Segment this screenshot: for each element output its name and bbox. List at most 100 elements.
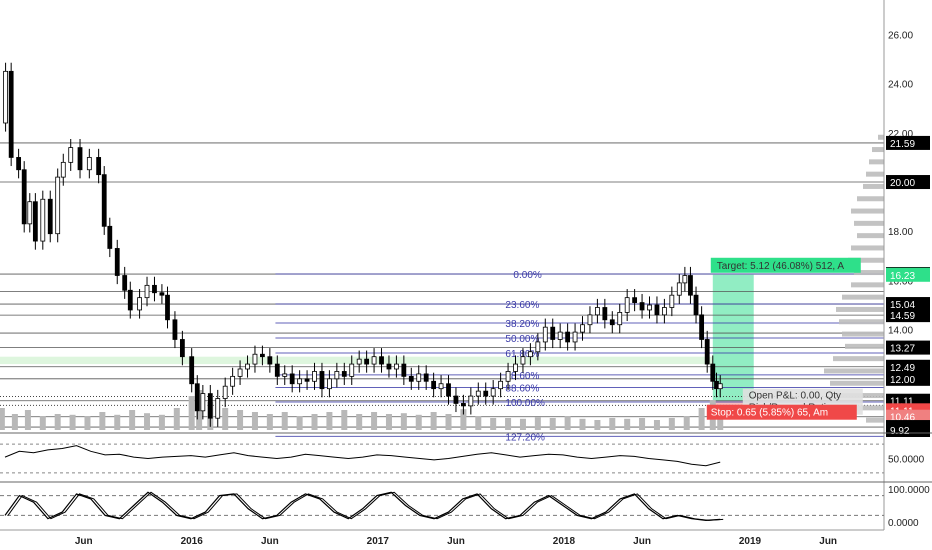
candle-body <box>252 353 258 365</box>
price-badge <box>886 135 930 150</box>
volume-profile-bar <box>851 282 884 288</box>
candle-body <box>423 373 429 382</box>
volume-bar <box>475 416 482 430</box>
price-badge <box>886 175 930 190</box>
candle-body <box>483 390 489 397</box>
target-label: Target: 5.12 (46.08%) 512, A <box>717 261 845 272</box>
volume-profile-bar <box>842 294 884 300</box>
volume-profile-bar <box>836 306 884 312</box>
volume-bar <box>519 418 526 430</box>
candle-body <box>319 371 325 390</box>
candle-body <box>557 331 563 340</box>
candle-body <box>179 339 185 358</box>
price-badge-label: 14.59 <box>890 311 915 322</box>
stoch-upper-label: 100.0000 <box>888 485 930 496</box>
candle-body <box>137 297 142 311</box>
volume-profile-bar <box>845 343 884 349</box>
fib-label: 0.00% <box>513 270 541 281</box>
candle-body <box>341 371 347 377</box>
volume-bar <box>99 412 106 430</box>
fib-label: 50.00% <box>505 334 539 345</box>
volume-profile-bar <box>851 405 884 411</box>
volume-bar <box>129 410 136 430</box>
candle-body <box>189 356 195 385</box>
volume-bar <box>430 412 437 430</box>
time-tick-label: Jun <box>633 536 651 547</box>
candle-body <box>172 319 178 340</box>
volume-bar <box>653 420 660 430</box>
volume-profile-bar <box>863 183 884 189</box>
price-tick-label: 14.00 <box>888 326 913 337</box>
candle-body <box>364 358 370 365</box>
price-tick-label: 26.00 <box>888 30 913 41</box>
candle-body <box>446 383 451 397</box>
volume-bar <box>639 418 646 430</box>
candle-body <box>565 331 571 343</box>
candle-body <box>274 363 280 377</box>
price-badge <box>886 371 930 386</box>
candle-body <box>159 292 165 296</box>
price-badge-label: 20.00 <box>890 178 915 189</box>
volume-bar <box>445 414 452 430</box>
volume-bar <box>69 414 76 430</box>
candle-body <box>594 307 600 316</box>
volume-bar <box>341 410 348 430</box>
volume-bar <box>54 414 61 430</box>
volume-profile-bar <box>872 147 884 153</box>
candle-body <box>416 373 422 382</box>
candle-body <box>222 385 228 399</box>
candle-body <box>520 356 526 365</box>
volume-bar <box>385 414 392 430</box>
candle-body <box>86 157 92 171</box>
price-badge-label: 9.92 <box>890 426 910 437</box>
time-tick-label: 2018 <box>553 536 576 547</box>
candle-body <box>60 161 66 178</box>
candle-body <box>475 390 481 397</box>
candle-body <box>297 378 303 385</box>
stoch-lower-label: 0.0000 <box>888 518 919 529</box>
candle-body <box>304 378 310 382</box>
candle-body <box>96 157 102 176</box>
volume-bar <box>490 418 497 430</box>
candle-body <box>3 70 8 124</box>
candle-body <box>282 373 288 377</box>
volume-profile-bar <box>869 159 884 165</box>
price-badge-label: 12.00 <box>890 375 915 386</box>
candle-body <box>498 380 504 390</box>
candle-body <box>505 371 511 382</box>
candle-body <box>114 248 120 276</box>
candle-body <box>260 353 265 358</box>
volume-bar <box>579 418 586 430</box>
candle-body <box>8 70 14 158</box>
price-badge-label: 12.49 <box>890 363 915 374</box>
fib-label: 127.20% <box>505 432 545 443</box>
candle-body <box>267 356 273 365</box>
volume-bar <box>114 414 121 430</box>
candle-body <box>327 378 332 390</box>
candle-body <box>237 368 243 377</box>
candle-body <box>215 398 221 419</box>
candle-body <box>438 383 444 390</box>
candle-body <box>312 371 317 382</box>
candle-body <box>669 294 675 308</box>
volume-bar <box>0 408 5 430</box>
volume-bar <box>237 410 244 430</box>
candle-body <box>401 363 407 377</box>
candle-body <box>693 294 699 316</box>
candle-body <box>144 284 150 299</box>
candle-body <box>587 314 593 326</box>
candle-body <box>386 363 392 370</box>
volume-bar <box>222 408 229 430</box>
price-tick-label: 22.00 <box>888 129 913 140</box>
candle-body <box>289 373 295 385</box>
time-tick-label: 2019 <box>739 536 762 547</box>
stop-label-box <box>706 404 857 420</box>
candle-body <box>528 351 533 358</box>
candle-body <box>27 201 33 225</box>
price-badge-label: 13.27 <box>890 344 915 355</box>
volume-bar <box>624 418 631 430</box>
volume-profile-bar <box>833 356 884 362</box>
candle-body <box>394 363 399 370</box>
price-badge-label: 21.59 <box>890 139 915 150</box>
